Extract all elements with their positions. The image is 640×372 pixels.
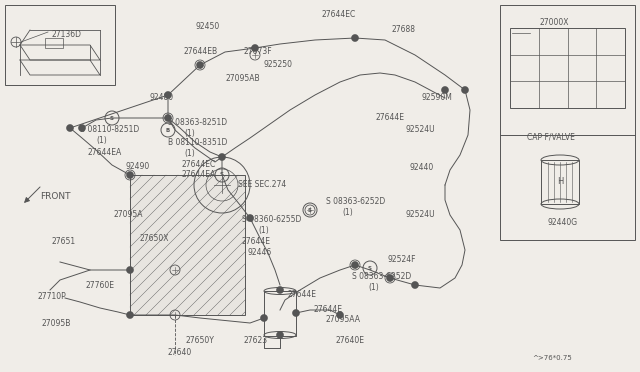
Text: 27640: 27640 <box>167 348 191 357</box>
Text: (1): (1) <box>96 136 107 145</box>
Text: S 08363-6252D: S 08363-6252D <box>326 197 385 206</box>
Text: 27095A: 27095A <box>113 210 143 219</box>
Text: 27650X: 27650X <box>139 234 168 243</box>
Text: 27644EB: 27644EB <box>183 47 217 56</box>
Circle shape <box>246 215 253 221</box>
Text: 27644E: 27644E <box>288 290 317 299</box>
Text: S: S <box>368 266 372 270</box>
Text: (1): (1) <box>368 283 379 292</box>
Text: S: S <box>110 115 114 121</box>
Bar <box>130 175 245 315</box>
Text: CAP F/VALVE: CAP F/VALVE <box>527 132 575 141</box>
Bar <box>45 38 63 48</box>
Circle shape <box>387 275 394 282</box>
Text: 27650Y: 27650Y <box>186 336 215 345</box>
Text: (1): (1) <box>258 226 269 235</box>
Text: 27688: 27688 <box>392 25 416 34</box>
Text: 92524U: 92524U <box>405 125 435 134</box>
Bar <box>500 5 635 240</box>
Text: (1): (1) <box>184 129 195 138</box>
Circle shape <box>351 35 358 42</box>
Text: S 08360-6255D: S 08360-6255D <box>242 215 301 224</box>
Circle shape <box>164 92 172 99</box>
Text: 92524F: 92524F <box>388 255 417 264</box>
Circle shape <box>127 311 134 318</box>
Text: S 08363-8251D: S 08363-8251D <box>168 118 227 127</box>
Text: S: S <box>308 208 312 212</box>
Text: 27000X: 27000X <box>540 18 570 27</box>
Circle shape <box>412 282 419 289</box>
Text: S 08363-6252D: S 08363-6252D <box>352 272 412 281</box>
Circle shape <box>252 45 259 51</box>
Text: B 08110-8251D: B 08110-8251D <box>80 125 140 134</box>
Text: 27644E: 27644E <box>314 305 343 314</box>
Text: 92450: 92450 <box>196 22 220 31</box>
Text: 27760E: 27760E <box>86 281 115 290</box>
Text: 27095B: 27095B <box>42 319 72 328</box>
Bar <box>264 291 296 336</box>
Circle shape <box>127 266 134 273</box>
Text: 92524U: 92524U <box>406 210 436 219</box>
Text: 27644EA: 27644EA <box>181 170 215 179</box>
Circle shape <box>218 154 225 160</box>
Text: 27644E: 27644E <box>375 113 404 122</box>
Text: 27710P: 27710P <box>38 292 67 301</box>
Bar <box>5 5 115 85</box>
Bar <box>541 160 579 204</box>
Circle shape <box>442 87 449 93</box>
Text: 27623: 27623 <box>243 336 267 345</box>
Text: 27673F: 27673F <box>243 47 271 56</box>
Circle shape <box>351 262 358 269</box>
Circle shape <box>461 87 468 93</box>
Text: 27644EC: 27644EC <box>181 160 215 169</box>
Circle shape <box>164 115 172 122</box>
Circle shape <box>276 331 284 339</box>
Circle shape <box>67 125 74 131</box>
Circle shape <box>276 286 284 294</box>
Circle shape <box>292 310 300 317</box>
Circle shape <box>196 61 204 68</box>
Text: 27095AA: 27095AA <box>326 315 361 324</box>
Text: (1): (1) <box>184 149 195 158</box>
Circle shape <box>79 125 86 131</box>
Bar <box>510 28 625 108</box>
Text: SEE SEC.274: SEE SEC.274 <box>238 180 286 189</box>
Text: H: H <box>557 177 563 186</box>
Text: 27644EC: 27644EC <box>322 10 356 19</box>
Text: (1): (1) <box>342 208 353 217</box>
Text: 92480: 92480 <box>149 93 173 102</box>
Text: 92440G: 92440G <box>548 218 578 227</box>
Text: FRONT: FRONT <box>40 192 70 201</box>
Text: 27136D: 27136D <box>52 30 82 39</box>
Text: 92490: 92490 <box>125 162 149 171</box>
Text: 27640E: 27640E <box>336 336 365 345</box>
Text: ^>76*0.75: ^>76*0.75 <box>532 355 572 361</box>
Text: 92446: 92446 <box>248 248 272 257</box>
Text: 27651: 27651 <box>52 237 76 246</box>
Circle shape <box>260 314 268 321</box>
Circle shape <box>127 171 134 179</box>
Circle shape <box>337 311 344 318</box>
Text: B: B <box>166 128 170 132</box>
Text: 92590M: 92590M <box>422 93 453 102</box>
Text: 27644E: 27644E <box>242 237 271 246</box>
Text: 27644EA: 27644EA <box>88 148 122 157</box>
Text: 92440: 92440 <box>410 163 435 172</box>
Text: 925250: 925250 <box>263 60 292 69</box>
Text: B 08110-8351D: B 08110-8351D <box>168 138 227 147</box>
Text: S: S <box>220 173 224 177</box>
Text: 27095AB: 27095AB <box>225 74 260 83</box>
